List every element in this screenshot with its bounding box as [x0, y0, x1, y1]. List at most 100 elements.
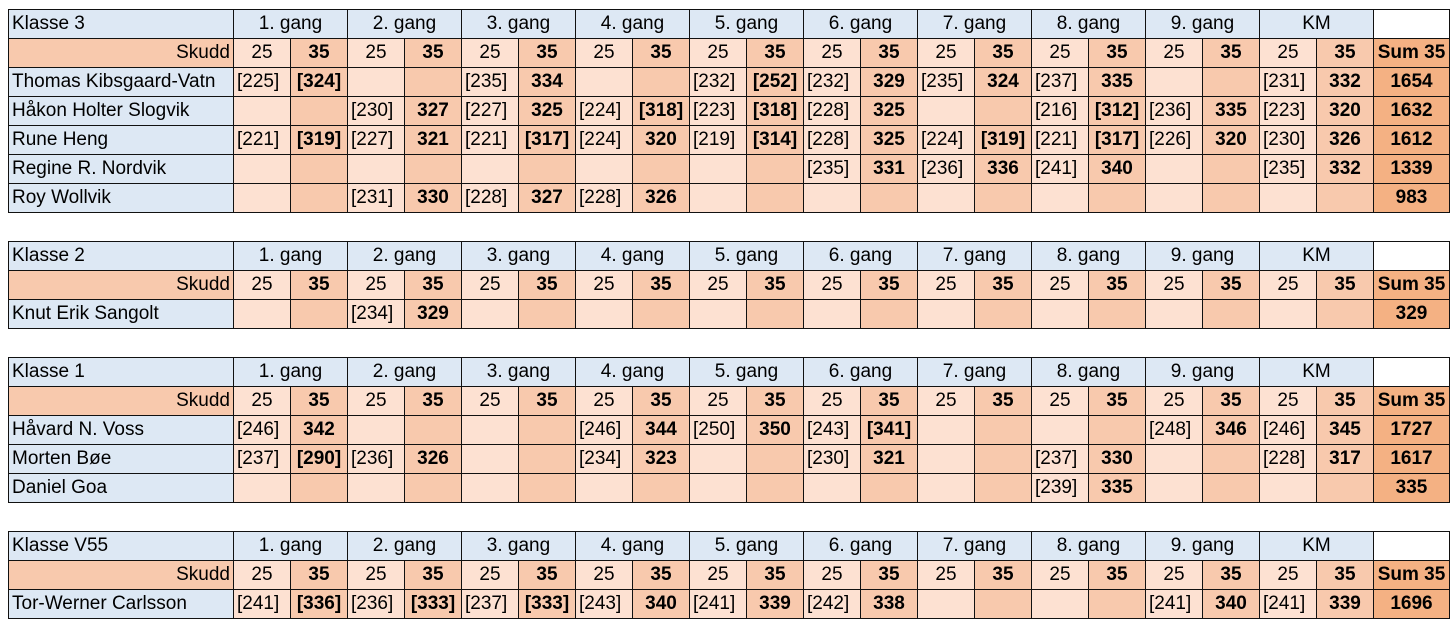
- score-25: [228]: [803, 96, 861, 126]
- score-25: [461, 299, 519, 329]
- score-35: 320: [1202, 125, 1260, 155]
- shot-count-35: 35: [1316, 560, 1374, 590]
- gang-header: 2. gang: [347, 9, 462, 39]
- score-35: 326: [632, 183, 690, 213]
- score-25: [239]: [1031, 473, 1089, 503]
- shot-count-25: 25: [1145, 38, 1203, 68]
- shot-count-25: 25: [803, 386, 861, 416]
- score-35: 321: [860, 444, 918, 474]
- athlete-sum: 983: [1373, 183, 1450, 213]
- shot-count-25: 25: [461, 560, 519, 590]
- athlete-row: Thomas Kibsgaard-Vatn [225] [324] [235] 334[…: [8, 67, 1450, 97]
- gang-header: 4. gang: [575, 357, 690, 387]
- score-35: [333]: [404, 589, 462, 619]
- shot-count-25: 25: [1031, 270, 1089, 300]
- gang-header: 8. gang: [1031, 531, 1146, 561]
- athlete-sum: 1654: [1373, 67, 1450, 97]
- sum-header-blank: [1373, 9, 1450, 39]
- score-35: [632, 299, 690, 329]
- score-35: 332: [1316, 154, 1374, 184]
- shot-count-25: 25: [803, 38, 861, 68]
- results-table: Klasse 1 1. gang 2. gang 3. gang 4. gang 5. g…: [8, 357, 1450, 503]
- score-25: [219]: [689, 125, 747, 155]
- score-35: [1202, 299, 1260, 329]
- score-35: [290, 154, 348, 184]
- score-25: [803, 299, 861, 329]
- score-35: [746, 154, 804, 184]
- score-35: [324]: [290, 67, 348, 97]
- score-35: [974, 183, 1032, 213]
- score-25: [233, 183, 291, 213]
- score-25: [347, 415, 405, 445]
- shot-count-35: 35: [1202, 38, 1260, 68]
- athlete-row: Regine R. Nordvik [235] 331 [236] 336 [241] 34…: [8, 154, 1450, 184]
- score-25: [347, 67, 405, 97]
- score-35: 331: [860, 154, 918, 184]
- score-35: [518, 415, 576, 445]
- score-35: 339: [1316, 589, 1374, 619]
- score-25: [461, 415, 519, 445]
- class-name: Klasse 1: [8, 357, 234, 387]
- score-35: [1316, 183, 1374, 213]
- score-35: [290, 473, 348, 503]
- shot-count-35: 35: [1202, 386, 1260, 416]
- score-25: [231]: [1259, 67, 1317, 97]
- score-35: [518, 154, 576, 184]
- score-25: [803, 473, 861, 503]
- shot-count-25: 25: [1145, 560, 1203, 590]
- shot-count-35: 35: [1088, 560, 1146, 590]
- score-35: [974, 444, 1032, 474]
- score-35: [1088, 299, 1146, 329]
- score-35: [318]: [746, 96, 804, 126]
- gang-header: KM: [1259, 357, 1374, 387]
- gang-header: KM: [1259, 531, 1374, 561]
- score-25: [347, 154, 405, 184]
- score-35: 335: [1088, 473, 1146, 503]
- score-25: [575, 473, 633, 503]
- shot-count-35: 35: [860, 270, 918, 300]
- score-25: [575, 154, 633, 184]
- shot-count-35: 35: [404, 560, 462, 590]
- score-35: 327: [518, 183, 576, 213]
- shot-count-25: 25: [233, 270, 291, 300]
- score-25: [689, 183, 747, 213]
- score-25: [689, 444, 747, 474]
- shot-count-25: 25: [1031, 386, 1089, 416]
- score-35: [290, 299, 348, 329]
- score-25: [234]: [347, 299, 405, 329]
- athlete-name: Daniel Goa: [8, 473, 234, 503]
- shot-count-35: 35: [746, 560, 804, 590]
- shot-count-35: 35: [1316, 270, 1374, 300]
- shot-count-25: 25: [917, 560, 975, 590]
- athlete-sum: 329: [1373, 299, 1450, 329]
- athlete-name: Roy Wollvik: [8, 183, 234, 213]
- score-25: [1145, 154, 1203, 184]
- skudd-row: Skudd 25 35 25 35 25 35 25 35 25 35 25 35 25 35 25 35 25 3…: [8, 38, 1450, 68]
- class-header-row: Klasse 1 1. gang 2. gang 3. gang 4. gang 5. g…: [8, 357, 1450, 387]
- gang-header: 6. gang: [803, 241, 918, 271]
- score-25: [236]: [347, 444, 405, 474]
- score-35: [1088, 183, 1146, 213]
- score-25: [461, 444, 519, 474]
- shot-count-35: 35: [518, 270, 576, 300]
- skudd-label: Skudd: [8, 560, 234, 590]
- shot-count-25: 25: [575, 560, 633, 590]
- score-25: [1031, 589, 1089, 619]
- gang-header: 7. gang: [917, 531, 1032, 561]
- athlete-name: Håvard N. Voss: [8, 415, 234, 445]
- score-35: 340: [1088, 154, 1146, 184]
- score-25: [231]: [347, 183, 405, 213]
- gang-header: 9. gang: [1145, 241, 1260, 271]
- athlete-sum: 1617: [1373, 444, 1450, 474]
- score-35: [333]: [518, 589, 576, 619]
- athlete-name: Knut Erik Sangolt: [8, 299, 234, 329]
- sum-label: Sum 35: [1373, 560, 1450, 590]
- score-35: 340: [632, 589, 690, 619]
- score-25: [230]: [347, 96, 405, 126]
- score-35: 326: [1316, 125, 1374, 155]
- score-25: [223]: [689, 96, 747, 126]
- score-35: 321: [404, 125, 462, 155]
- shot-count-25: 25: [917, 38, 975, 68]
- shot-count-25: 25: [1259, 38, 1317, 68]
- athlete-name: Tor-Werner Carlsson: [8, 589, 234, 619]
